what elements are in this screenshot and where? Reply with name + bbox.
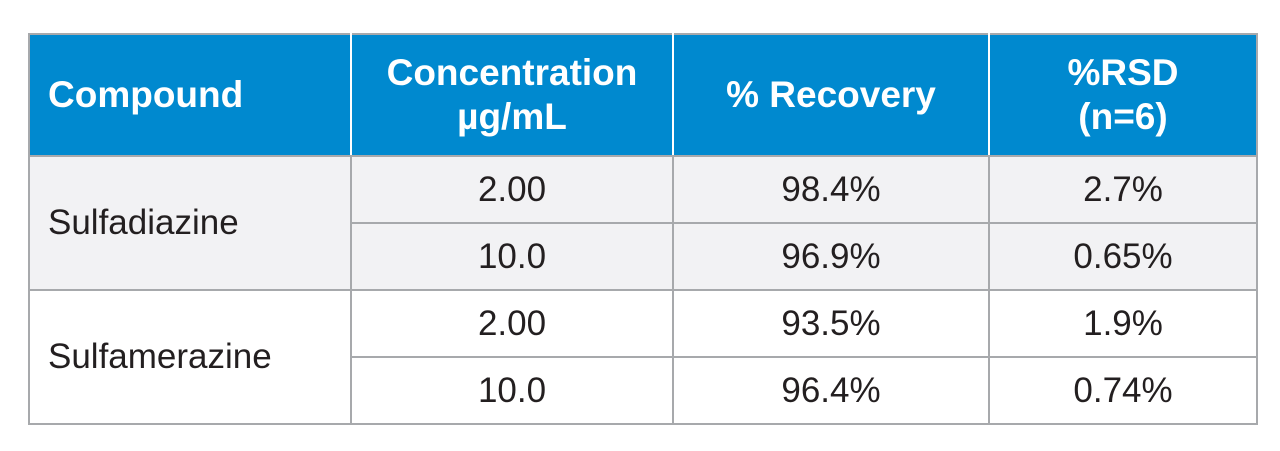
concentration-cell: 2.00 (350, 289, 674, 358)
rsd-cell: 0.65% (988, 222, 1258, 291)
concentration-cell: 10.0 (350, 222, 674, 291)
recovery-cell: 96.4% (672, 356, 990, 425)
table-body: Sulfadiazine 2.00 98.4% 2.7% 10.0 96.9% … (28, 155, 1258, 425)
recovery-cell: 98.4% (672, 155, 990, 224)
compound-cell: Sulfamerazine (28, 289, 352, 425)
table-row: Sulfamerazine 2.00 93.5% 1.9% (28, 289, 1258, 425)
header-concentration-label: Concentration (386, 52, 638, 93)
recovery-cell: 93.5% (672, 289, 990, 358)
table-header: Compound Concentration µg/mL % Recovery … (28, 33, 1258, 157)
table-row: Sulfadiazine 2.00 98.4% 2.7% (28, 155, 1258, 291)
rsd-cell: 2.7% (988, 155, 1258, 224)
table-row: 10.0 96.4% 0.74% (29, 356, 1258, 425)
compound-cell: Sulfadiazine (28, 155, 352, 291)
concentration-cell: 10.0 (350, 356, 674, 425)
concentration-cell: 2.00 (350, 155, 674, 224)
rsd-cell: 0.74% (988, 356, 1258, 425)
header-row: Compound Concentration µg/mL % Recovery … (28, 33, 1258, 157)
header-compound: Compound (28, 33, 352, 157)
recovery-table: Compound Concentration µg/mL % Recovery … (28, 33, 1258, 425)
header-recovery-label: % Recovery (726, 74, 936, 115)
recovery-cell: 96.9% (672, 222, 990, 291)
header-rsd-n: (n=6) (1078, 96, 1168, 137)
rsd-cell: 1.9% (988, 289, 1258, 358)
header-concentration: Concentration µg/mL (350, 33, 674, 157)
header-rsd-label: %RSD (1067, 52, 1179, 93)
header-recovery: % Recovery (672, 33, 990, 157)
table-row: 10.0 96.9% 0.65% (29, 222, 1258, 291)
header-concentration-unit: µg/mL (457, 96, 567, 137)
header-compound-label: Compound (48, 74, 244, 115)
header-rsd: %RSD (n=6) (988, 33, 1258, 157)
